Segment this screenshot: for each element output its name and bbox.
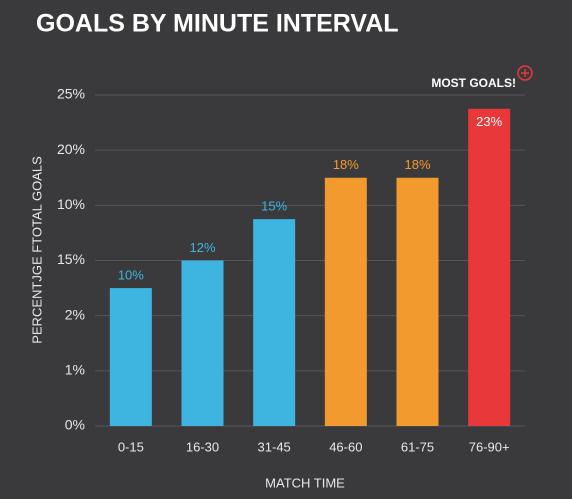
bar xyxy=(396,177,439,426)
data-label: 18% xyxy=(333,157,359,172)
y-tick-label: 2% xyxy=(65,306,85,322)
y-tick-label: 1% xyxy=(65,362,85,378)
data-label: 23% xyxy=(476,114,502,129)
bar xyxy=(468,108,511,427)
x-tick-label: 61-75 xyxy=(401,439,434,454)
plus-icon xyxy=(517,65,533,81)
bar xyxy=(181,260,224,426)
data-label: 15% xyxy=(261,199,287,214)
y-tick-label: 0% xyxy=(65,417,85,433)
bar xyxy=(109,288,152,426)
y-tick-label: 20% xyxy=(57,141,85,157)
data-label: 10% xyxy=(118,268,144,283)
bar xyxy=(324,177,367,426)
x-tick-label: 46-60 xyxy=(329,439,362,454)
data-label: 18% xyxy=(404,157,430,172)
y-tick-label: 15% xyxy=(57,251,85,267)
bar xyxy=(253,219,296,426)
y-tick-label: 25% xyxy=(57,86,85,102)
annotation: MOST GOALS! xyxy=(431,76,516,90)
y-axis-label: PERCENTJGE FTOTAL GOALS xyxy=(29,156,44,344)
x-tick-label: 31-45 xyxy=(258,439,291,454)
x-tick-label: 76-90+ xyxy=(469,439,510,454)
x-tick-label: 0-15 xyxy=(118,439,144,454)
chart-title: GOALS BY MINUTE INTERVAL xyxy=(36,10,399,38)
data-label: 12% xyxy=(189,240,215,255)
x-tick-label: 16-30 xyxy=(186,439,219,454)
x-axis-label: MATCH TIME xyxy=(265,475,345,490)
y-tick-label: 10% xyxy=(57,196,85,212)
